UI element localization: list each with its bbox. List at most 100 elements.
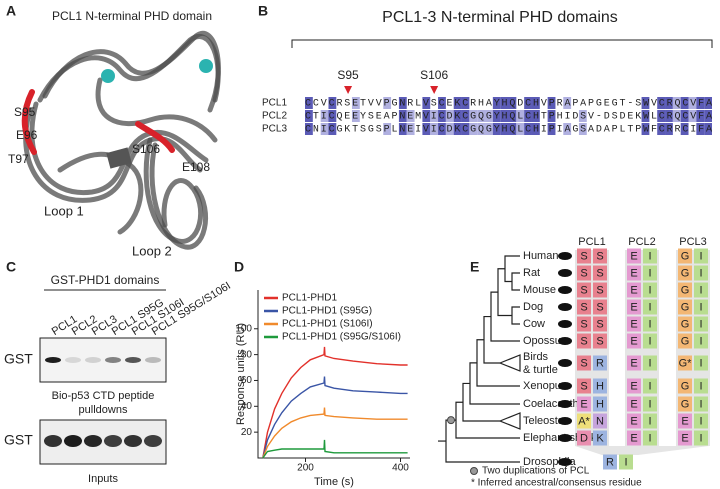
conservation-shade (430, 123, 439, 135)
conservation-shade (461, 123, 470, 135)
conservation-shade (563, 123, 572, 135)
y-tick-label: 40 (241, 401, 253, 412)
site-label: S106 (420, 68, 448, 82)
conservation-shade (500, 97, 509, 109)
conservation-shade (351, 110, 360, 122)
residue: G* (679, 357, 693, 369)
band (65, 357, 81, 363)
residue-box (603, 454, 617, 470)
residue-box (678, 282, 692, 298)
conservation-shade (657, 123, 666, 135)
species-name: Rat (523, 267, 540, 279)
residue: I (648, 380, 651, 392)
residue: S (580, 357, 587, 369)
species-icon (558, 359, 572, 367)
conservation-shade (485, 123, 493, 135)
column-header: PCL3 (679, 236, 707, 248)
residue: G (681, 380, 690, 392)
residue-box (678, 316, 692, 332)
sequence-name: PCL3 (262, 124, 287, 135)
conservation-shade (500, 110, 509, 122)
conservation-shade (641, 97, 650, 109)
x-tick-label: 400 (392, 463, 409, 474)
conservation-shade (492, 123, 501, 135)
conservation-shade (320, 110, 329, 122)
sequence-name: PCL2 (262, 111, 287, 122)
conservation-shade (578, 123, 587, 135)
conservation-shade (430, 110, 439, 122)
residue: I (699, 318, 702, 330)
conservation-shade (563, 97, 572, 109)
structure-label: S95 (14, 105, 36, 119)
conservation-shade (305, 123, 313, 135)
conservation-shade (680, 123, 689, 135)
residue-box (694, 378, 708, 394)
residue: I (699, 301, 702, 313)
residue-box (577, 413, 591, 429)
residue-box (643, 430, 657, 446)
caption: Bio-p53 CTD peptide (52, 390, 155, 402)
residue-box (694, 430, 708, 446)
residue: I (648, 301, 651, 313)
residue: S (596, 318, 603, 330)
conservation-shade (524, 123, 532, 135)
residue-box (593, 282, 607, 298)
residue: D (580, 432, 588, 444)
site-marker (344, 86, 353, 94)
conservation-shade (445, 110, 454, 122)
ribbon (57, 151, 144, 235)
residue: E (630, 267, 637, 279)
species-name: Mouse (523, 284, 556, 296)
residue: I (699, 415, 702, 427)
residue-box (593, 248, 607, 264)
residue: E (630, 380, 637, 392)
residue: G (681, 284, 690, 296)
conservation-shade (305, 97, 313, 109)
conservation-shade (516, 110, 525, 122)
species-icon (558, 286, 572, 294)
conservation-shade (438, 97, 446, 109)
panel-label: D (234, 259, 244, 275)
duplication-node (447, 416, 455, 425)
axis (257, 290, 410, 459)
residue: I (648, 267, 651, 279)
species-name: Xenopus (523, 380, 567, 392)
residue: I (648, 357, 651, 369)
conservation-shade (500, 123, 509, 135)
blot-title: GST-PHD1 domains (51, 273, 160, 287)
residue: E (630, 301, 637, 313)
band (64, 435, 82, 447)
residue: H (596, 380, 604, 392)
residue-box (577, 299, 591, 315)
residue: H (596, 398, 604, 410)
residue: I (699, 250, 702, 262)
conservation-shade (422, 110, 431, 122)
residue: A* (578, 415, 590, 427)
conservation-shade (453, 123, 462, 135)
conservation-shade (422, 123, 431, 135)
residue-box (643, 282, 657, 298)
series-line (262, 407, 408, 459)
site-marker (430, 86, 439, 94)
conservation-shade (516, 123, 525, 135)
conservation-shade (508, 97, 517, 109)
residue-box (643, 378, 657, 394)
y-tick-label: 80 (241, 349, 253, 360)
band (145, 357, 161, 363)
ribbon (143, 137, 204, 244)
residue: G (681, 267, 690, 279)
residue: S (596, 267, 603, 279)
residue-box (678, 413, 692, 429)
conservation-shade (383, 97, 392, 109)
residue-box (643, 396, 657, 412)
conservation-shade (485, 110, 493, 122)
conservation-shade (672, 97, 681, 109)
species-icon (558, 303, 572, 311)
residue: I (648, 432, 651, 444)
strand (106, 147, 132, 169)
residue: S (580, 380, 587, 392)
tree-branch (455, 401, 520, 439)
residue-box (643, 316, 657, 332)
residue: I (699, 432, 702, 444)
